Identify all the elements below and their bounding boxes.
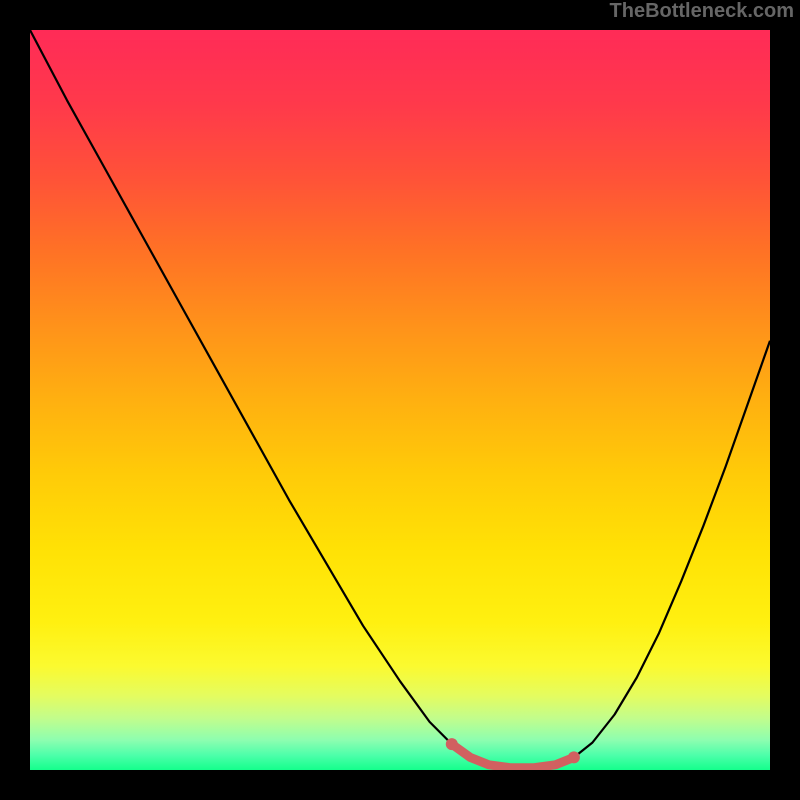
watermark-text: TheBottleneck.com [610,0,794,23]
highlight-dot-end [568,751,580,763]
chart-svg [30,30,770,770]
chart-container: TheBottleneck.com [0,0,800,800]
plot-area [30,30,770,770]
highlight-dot-start [446,738,458,750]
gradient-background [30,30,770,770]
